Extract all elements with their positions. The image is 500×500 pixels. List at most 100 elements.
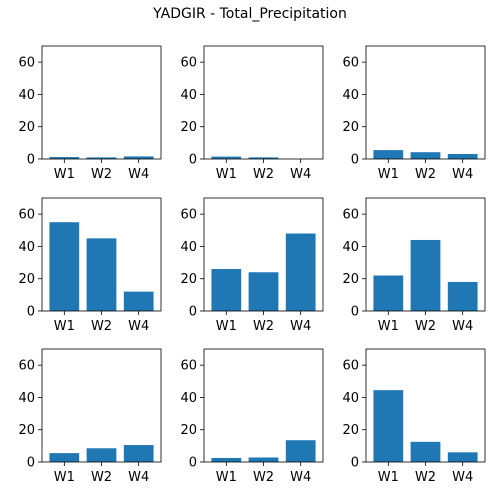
y-tick-label: 60 xyxy=(342,359,359,374)
axes-frame xyxy=(41,197,162,312)
y-tick-label: 0 xyxy=(189,456,197,471)
x-tick-label: W1 xyxy=(54,167,75,182)
bar xyxy=(49,157,80,159)
x-tick-label: W2 xyxy=(253,319,274,334)
y-tick-label: 40 xyxy=(342,240,359,255)
y-tick-label: 60 xyxy=(180,359,197,374)
bar xyxy=(49,453,80,462)
x-tick-label: W1 xyxy=(216,167,237,182)
y-tick-label: 0 xyxy=(27,153,35,168)
axes-frame xyxy=(365,197,486,312)
bar xyxy=(447,452,478,462)
bar xyxy=(86,157,117,159)
bar xyxy=(248,457,279,462)
x-tick-label: W4 xyxy=(290,319,311,334)
y-tick-label: 60 xyxy=(180,208,197,223)
x-tick-label: W2 xyxy=(253,470,274,485)
x-tick-label: W1 xyxy=(216,319,237,334)
y-tick-label: 0 xyxy=(27,456,35,471)
x-tick-label: W4 xyxy=(290,470,311,485)
axes-frame xyxy=(203,348,324,463)
x-tick-label: W2 xyxy=(91,167,112,182)
y-tick-label: 40 xyxy=(18,391,35,406)
bar xyxy=(248,157,279,159)
bar xyxy=(410,152,441,159)
bar xyxy=(123,291,154,311)
y-tick-label: 0 xyxy=(189,153,197,168)
bar xyxy=(211,156,242,159)
y-tick-label: 60 xyxy=(18,208,35,223)
x-tick-label: W2 xyxy=(415,319,436,334)
x-tick-label: W1 xyxy=(54,319,75,334)
y-tick-label: 20 xyxy=(18,423,35,438)
bar xyxy=(86,238,117,311)
axes-frame xyxy=(203,45,324,160)
x-tick-label: W1 xyxy=(54,470,75,485)
y-tick-label: 20 xyxy=(180,120,197,135)
subplot-2: 0 20 40 60 W1 W2 W4 xyxy=(180,45,324,182)
x-tick-label: W4 xyxy=(128,319,149,334)
axes-frame xyxy=(41,45,162,160)
y-tick-label: 60 xyxy=(18,56,35,71)
bar xyxy=(373,150,404,159)
y-tick-label: 20 xyxy=(18,272,35,287)
bar xyxy=(447,281,478,311)
x-tick-label: W4 xyxy=(290,167,311,182)
x-tick-label: W4 xyxy=(128,470,149,485)
y-tick-label: 20 xyxy=(342,272,359,287)
subplot-9: 0 20 40 60 W1 W2 W4 xyxy=(342,348,486,485)
subplot-7: 0 20 40 60 W1 W2 W4 xyxy=(18,348,162,485)
y-tick-label: 40 xyxy=(180,391,197,406)
bar xyxy=(211,457,242,462)
x-tick-label: W1 xyxy=(378,470,399,485)
y-tick-label: 40 xyxy=(342,391,359,406)
y-tick-label: 0 xyxy=(27,305,35,320)
y-tick-label: 20 xyxy=(180,423,197,438)
x-tick-label: W2 xyxy=(415,167,436,182)
bar xyxy=(49,222,80,311)
bar xyxy=(285,440,316,462)
y-tick-label: 20 xyxy=(342,120,359,135)
x-tick-label: W4 xyxy=(452,319,473,334)
bar xyxy=(410,441,441,462)
bar xyxy=(123,445,154,462)
x-tick-label: W4 xyxy=(452,167,473,182)
axes-frame xyxy=(203,197,324,312)
y-tick-label: 0 xyxy=(351,456,359,471)
y-tick-label: 20 xyxy=(180,272,197,287)
axes-frame xyxy=(41,348,162,463)
y-tick-label: 20 xyxy=(18,120,35,135)
subplot-4: 0 20 40 60 W1 W2 W4 xyxy=(18,197,162,334)
y-tick-label: 60 xyxy=(18,359,35,374)
y-tick-label: 40 xyxy=(180,88,197,103)
subplot-8: 0 20 40 60 W1 W2 W4 xyxy=(180,348,324,485)
y-tick-label: 60 xyxy=(180,56,197,71)
y-tick-label: 60 xyxy=(342,56,359,71)
y-tick-label: 40 xyxy=(18,88,35,103)
bar xyxy=(373,390,404,462)
bar xyxy=(373,275,404,311)
axes-frame xyxy=(365,45,486,160)
bar xyxy=(447,153,478,159)
x-tick-label: W4 xyxy=(128,167,149,182)
x-tick-label: W2 xyxy=(415,470,436,485)
x-tick-label: W1 xyxy=(378,319,399,334)
y-tick-label: 40 xyxy=(180,240,197,255)
subplot-3: 0 20 40 60 W1 W2 W4 xyxy=(342,45,486,182)
axes-frame xyxy=(365,348,486,463)
bar xyxy=(285,233,316,311)
x-tick-label: W2 xyxy=(91,470,112,485)
x-tick-label: W2 xyxy=(253,167,274,182)
x-tick-label: W1 xyxy=(216,470,237,485)
y-tick-label: 60 xyxy=(342,208,359,223)
x-tick-label: W4 xyxy=(452,470,473,485)
x-tick-label: W1 xyxy=(378,167,399,182)
y-tick-label: 0 xyxy=(351,153,359,168)
y-tick-label: 20 xyxy=(342,423,359,438)
bar xyxy=(211,269,242,311)
y-tick-label: 0 xyxy=(351,305,359,320)
x-tick-label: W2 xyxy=(91,319,112,334)
subplot-5: 0 20 40 60 W1 W2 W4 xyxy=(180,197,324,334)
